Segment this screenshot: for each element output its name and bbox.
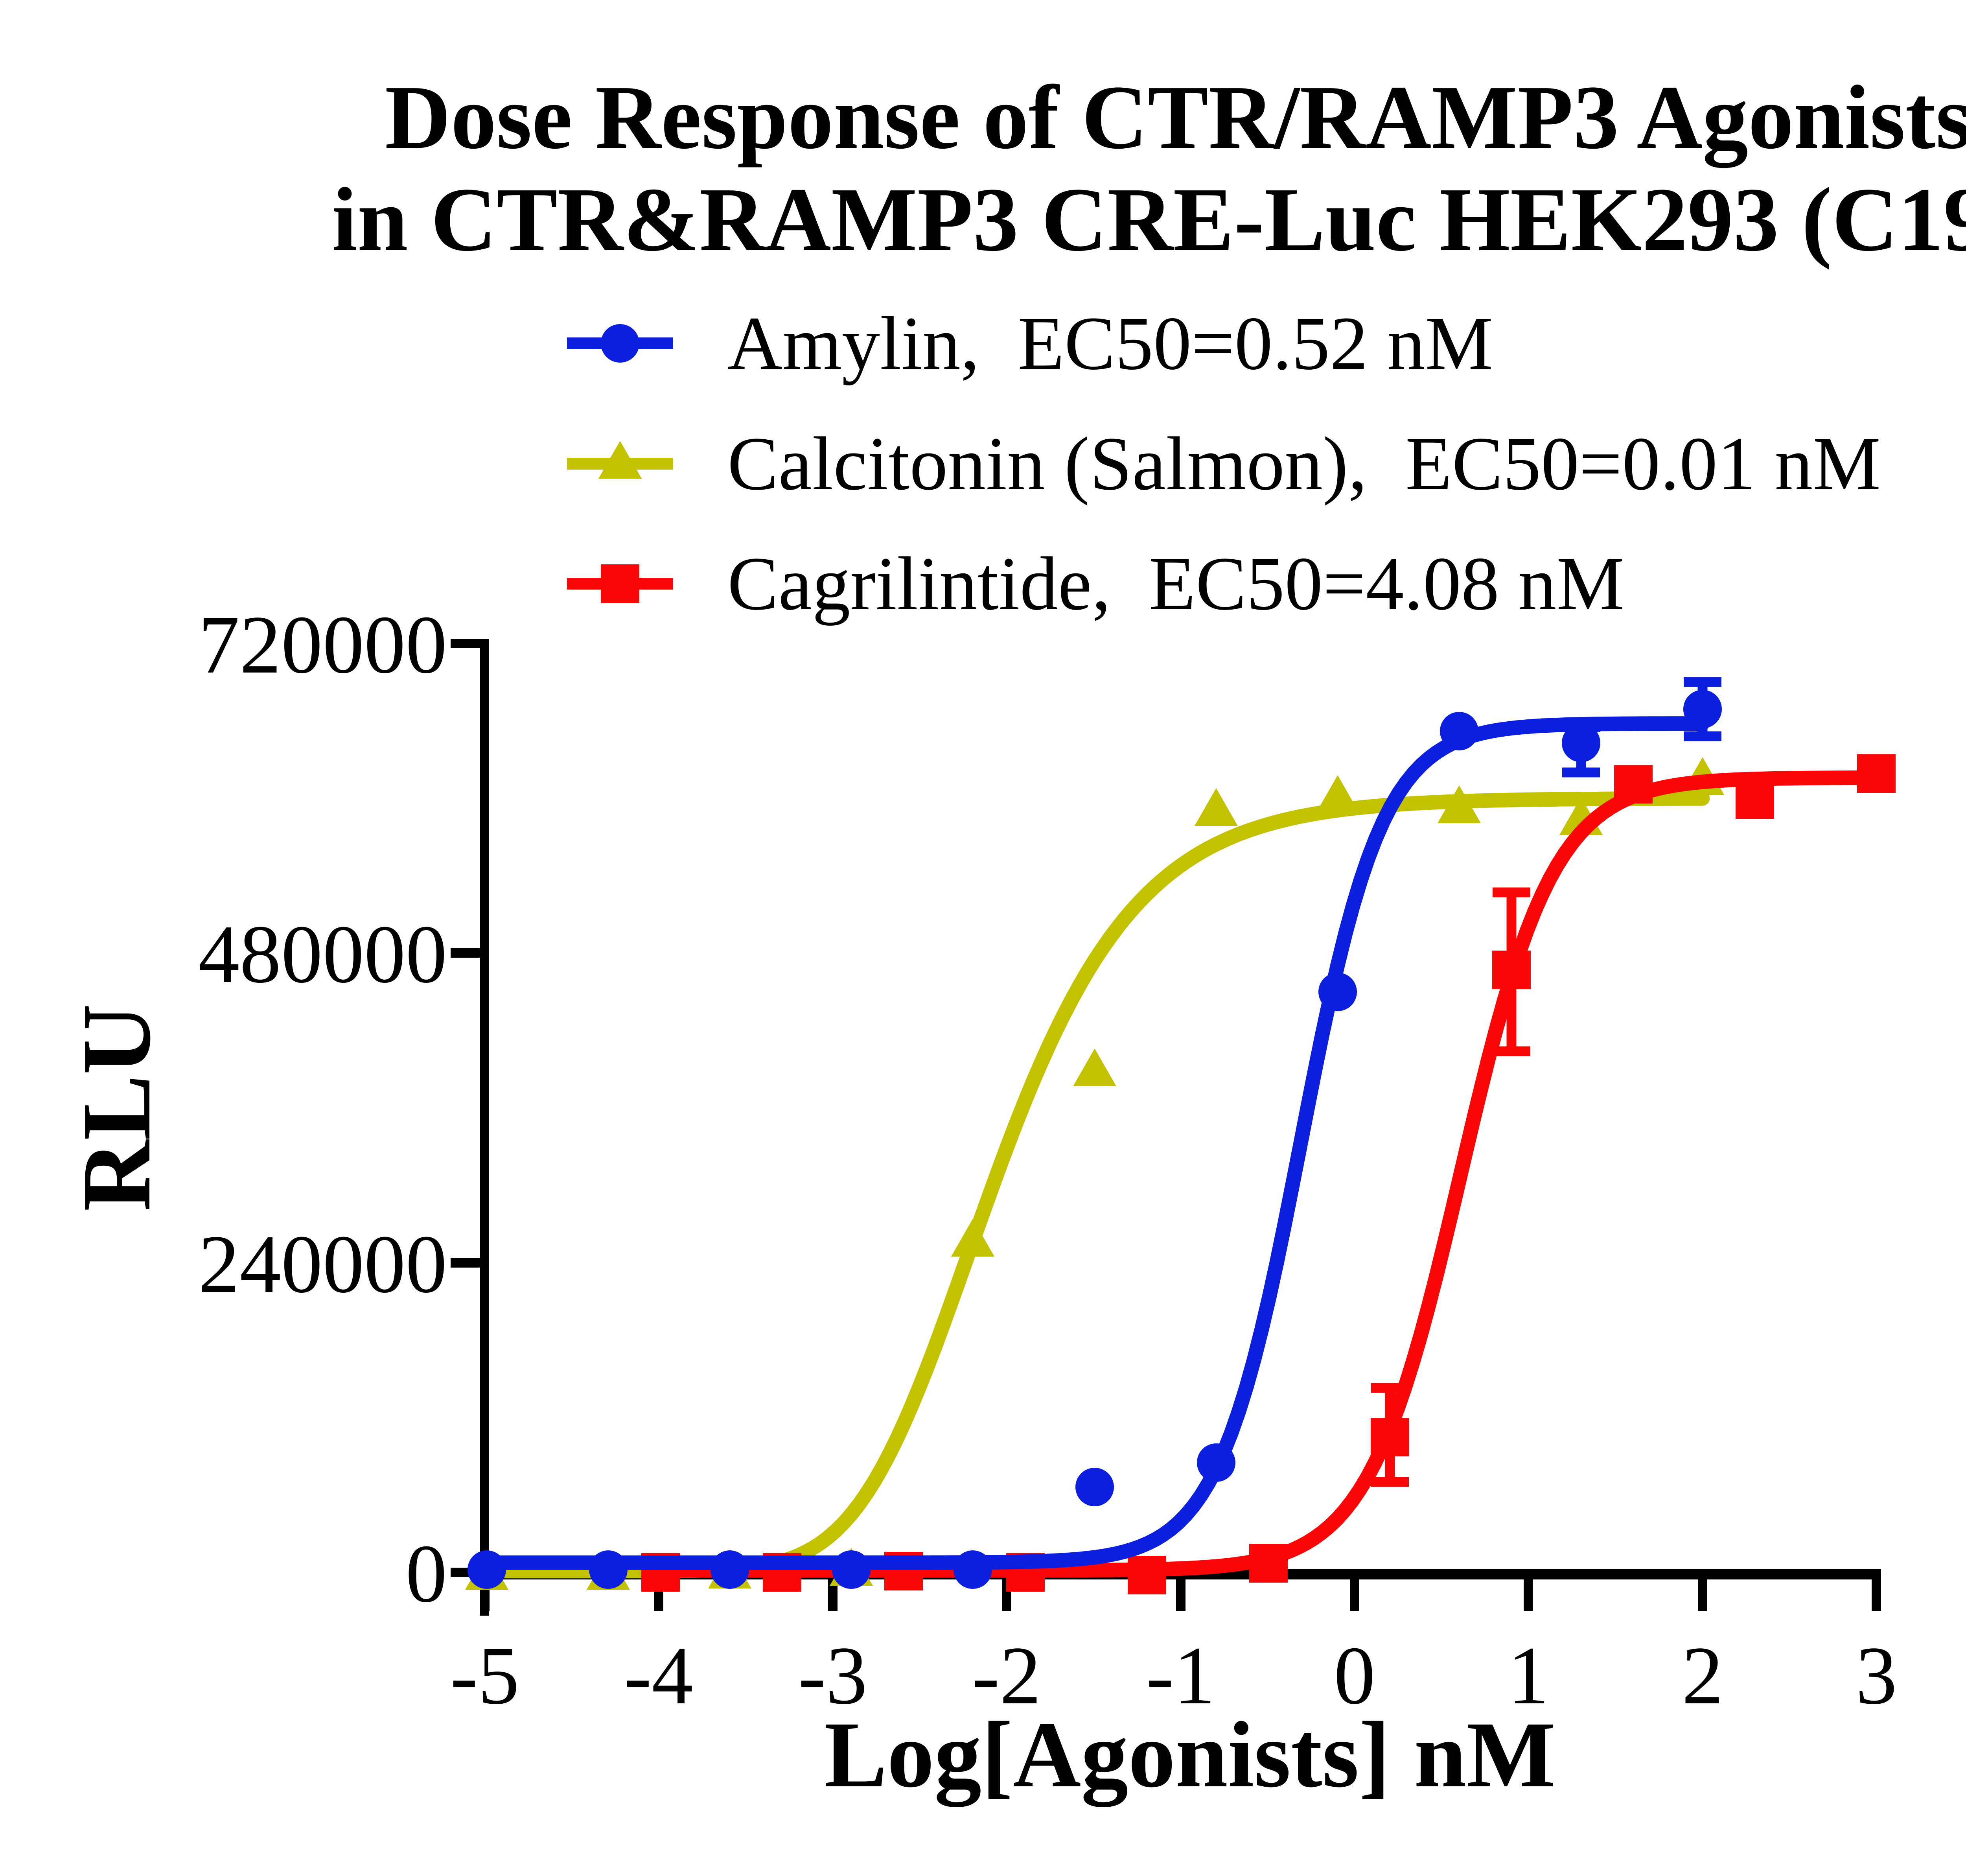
svg-text:1: 1 — [1508, 1629, 1549, 1721]
svg-text:Calcitonin (Salmon), EC50=0.0: Calcitonin (Salmon), EC50=0.01 nM — [727, 421, 1881, 506]
svg-text:-4: -4 — [624, 1629, 693, 1721]
svg-text:-2: -2 — [972, 1629, 1041, 1721]
svg-text:0: 0 — [1334, 1629, 1375, 1721]
svg-text:480000: 480000 — [198, 908, 447, 1000]
svg-text:3: 3 — [1856, 1629, 1897, 1721]
svg-text:Log[Agonists] nM: Log[Agonists] nM — [824, 1702, 1555, 1807]
svg-text:2: 2 — [1682, 1629, 1723, 1721]
svg-text:-5: -5 — [450, 1629, 519, 1721]
svg-text:Cagrilintide, EC50=4.08 nM: Cagrilintide, EC50=4.08 nM — [727, 541, 1624, 626]
svg-text:0: 0 — [406, 1528, 447, 1620]
svg-text:RLU: RLU — [62, 1004, 171, 1211]
svg-text:Dose Response of CTR/RAMP3 Ago: Dose Response of CTR/RAMP3 Agonists — [385, 67, 1966, 168]
svg-text:240000: 240000 — [198, 1218, 447, 1310]
svg-text:-3: -3 — [798, 1629, 867, 1721]
svg-text:in CTR&RAMP3 CRE-Luc HEK293 (C: in CTR&RAMP3 CRE-Luc HEK293 (C19) — [332, 169, 1966, 270]
svg-text:Amylin, EC50=0.52 nM: Amylin, EC50=0.52 nM — [727, 301, 1493, 386]
svg-text:-1: -1 — [1146, 1629, 1215, 1721]
svg-text:720000: 720000 — [198, 599, 447, 691]
